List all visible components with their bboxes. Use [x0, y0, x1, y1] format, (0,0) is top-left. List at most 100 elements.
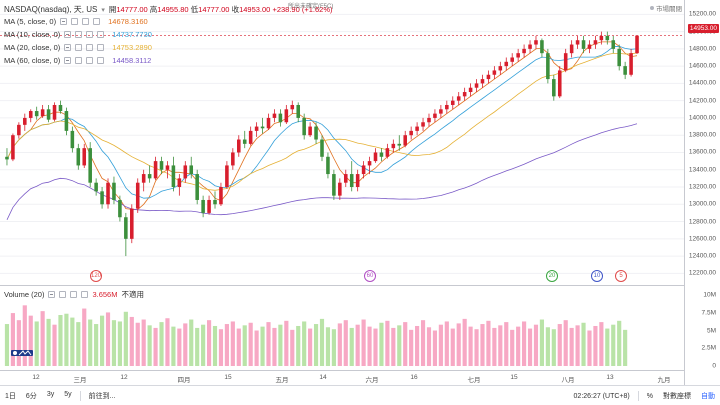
settings-icon[interactable] [59, 291, 67, 298]
volume-bar [605, 328, 610, 366]
range-button[interactable]: 6分 [25, 392, 37, 400]
volume-bar [492, 327, 497, 366]
more-icon[interactable] [97, 31, 105, 38]
eye-icon[interactable] [48, 291, 56, 298]
eye-icon[interactable] [64, 44, 72, 51]
ma-legend-row: MA (10, close, 0) 14737.7730 [4, 30, 152, 39]
event-marker[interactable]: 60 [364, 270, 376, 282]
close-icon[interactable] [86, 44, 94, 51]
candle-body [462, 92, 467, 97]
candle-body [439, 109, 443, 114]
candle-body [201, 199, 205, 213]
time-axis[interactable]: 12 三月 12 四月 15 五月 14 六月 16 七月 15 八月 13 九月 [0, 370, 684, 384]
volume-bar [522, 321, 527, 366]
volume-bar [34, 321, 39, 366]
time-tick-label: 13 [606, 374, 614, 381]
volume-bar [468, 326, 473, 366]
volume-bar [236, 328, 241, 366]
volume-bar [420, 320, 426, 366]
volume-bar [539, 319, 545, 366]
candle-body [5, 156, 9, 160]
ticker-label[interactable]: NASDAQ(nasdaq), 天, US [4, 5, 98, 14]
change-value: +238.90 (+1.62%) [272, 5, 333, 14]
market-status: 市場關閉 [650, 3, 682, 13]
ma-label[interactable]: MA (60, close, 0) [4, 56, 61, 65]
volume-bar [111, 320, 117, 366]
price-tick-label: 12200.00 [688, 269, 716, 277]
candle-body [403, 135, 407, 146]
settings-icon[interactable] [75, 57, 83, 64]
candle-body [611, 40, 616, 49]
volume-bar [450, 328, 455, 366]
auto-scale-toggle[interactable]: 自動 [701, 393, 715, 400]
volume-bar [4, 324, 10, 366]
main-legend: NASDAQ(nasdaq), 天, US ▾ 開14777.00 高14955… [4, 4, 333, 15]
more-icon[interactable] [97, 44, 105, 51]
close-icon[interactable] [82, 18, 90, 25]
settings-icon[interactable] [75, 31, 83, 38]
price-tick-label: 13400.00 [688, 166, 716, 174]
candle-body [427, 117, 431, 123]
range-button[interactable]: 3y [46, 390, 55, 398]
volume-bar [349, 327, 354, 366]
close-icon[interactable] [86, 57, 94, 64]
close-icon[interactable] [86, 31, 94, 38]
candle-body [177, 178, 182, 188]
volume-bar [575, 325, 580, 366]
volume-bar [379, 322, 384, 366]
price-axis[interactable]: 15200.0015000.0014800.0014600.0014400.00… [684, 0, 720, 385]
percent-toggle[interactable]: % [646, 392, 653, 400]
event-marker[interactable]: 5 [615, 270, 627, 282]
event-marker[interactable]: 10 [591, 270, 603, 282]
pane-separator[interactable] [0, 285, 684, 286]
ma-label[interactable]: MA (5, close, 0) [4, 17, 57, 26]
candle-body [242, 139, 247, 144]
divider [79, 390, 81, 401]
volume-bar [444, 321, 449, 366]
chevron-down-icon[interactable]: ▾ [101, 6, 105, 14]
more-icon[interactable] [97, 57, 105, 64]
clock-readout[interactable]: 02:26:27 (UTC+8) [573, 392, 630, 400]
time-tick-label: 五月 [275, 377, 289, 384]
settings-icon[interactable] [75, 44, 83, 51]
candle-body [207, 199, 211, 213]
more-icon[interactable] [81, 291, 89, 298]
settings-icon[interactable] [71, 18, 79, 25]
event-marker[interactable]: 120 [90, 270, 102, 282]
eye-icon[interactable] [64, 31, 72, 38]
divider [637, 391, 639, 401]
price-tick-label: 13600.00 [688, 148, 716, 156]
volume-bar [28, 315, 33, 366]
candle-body [254, 126, 259, 131]
volume-bar [355, 324, 360, 366]
log-scale-toggle[interactable]: 對數座標 [663, 393, 691, 400]
candle-body [367, 161, 372, 166]
close-icon[interactable] [70, 291, 78, 298]
volume-bar [480, 324, 485, 366]
overlay-note: 所出未確定(F5C) [288, 4, 334, 10]
candle-body [445, 104, 449, 110]
volume-bar [551, 329, 556, 366]
volume-bar [617, 320, 622, 366]
eye-icon[interactable] [60, 18, 68, 25]
ma-label[interactable]: MA (10, close, 0) [4, 30, 61, 39]
candle-body [546, 53, 550, 80]
time-tick-label: 三月 [73, 377, 87, 384]
volume-bar [177, 328, 182, 366]
candle-body [320, 139, 324, 157]
goto-button[interactable]: 前往到... [88, 392, 116, 400]
price-chart[interactable] [0, 0, 684, 370]
volume-bar [129, 316, 134, 366]
range-button[interactable]: 5y [64, 390, 72, 398]
range-button[interactable]: 1日 [5, 392, 16, 400]
event-marker[interactable]: 20 [546, 270, 558, 282]
volume-bar [527, 328, 533, 366]
candle-body [563, 53, 568, 71]
ma-label[interactable]: MA (20, close, 0) [4, 43, 61, 52]
candle-body [629, 53, 633, 75]
candle-body [278, 113, 283, 123]
volume-bar [153, 327, 158, 366]
eye-icon[interactable] [64, 57, 72, 64]
more-icon[interactable] [93, 18, 101, 25]
volume-bar [201, 324, 206, 366]
